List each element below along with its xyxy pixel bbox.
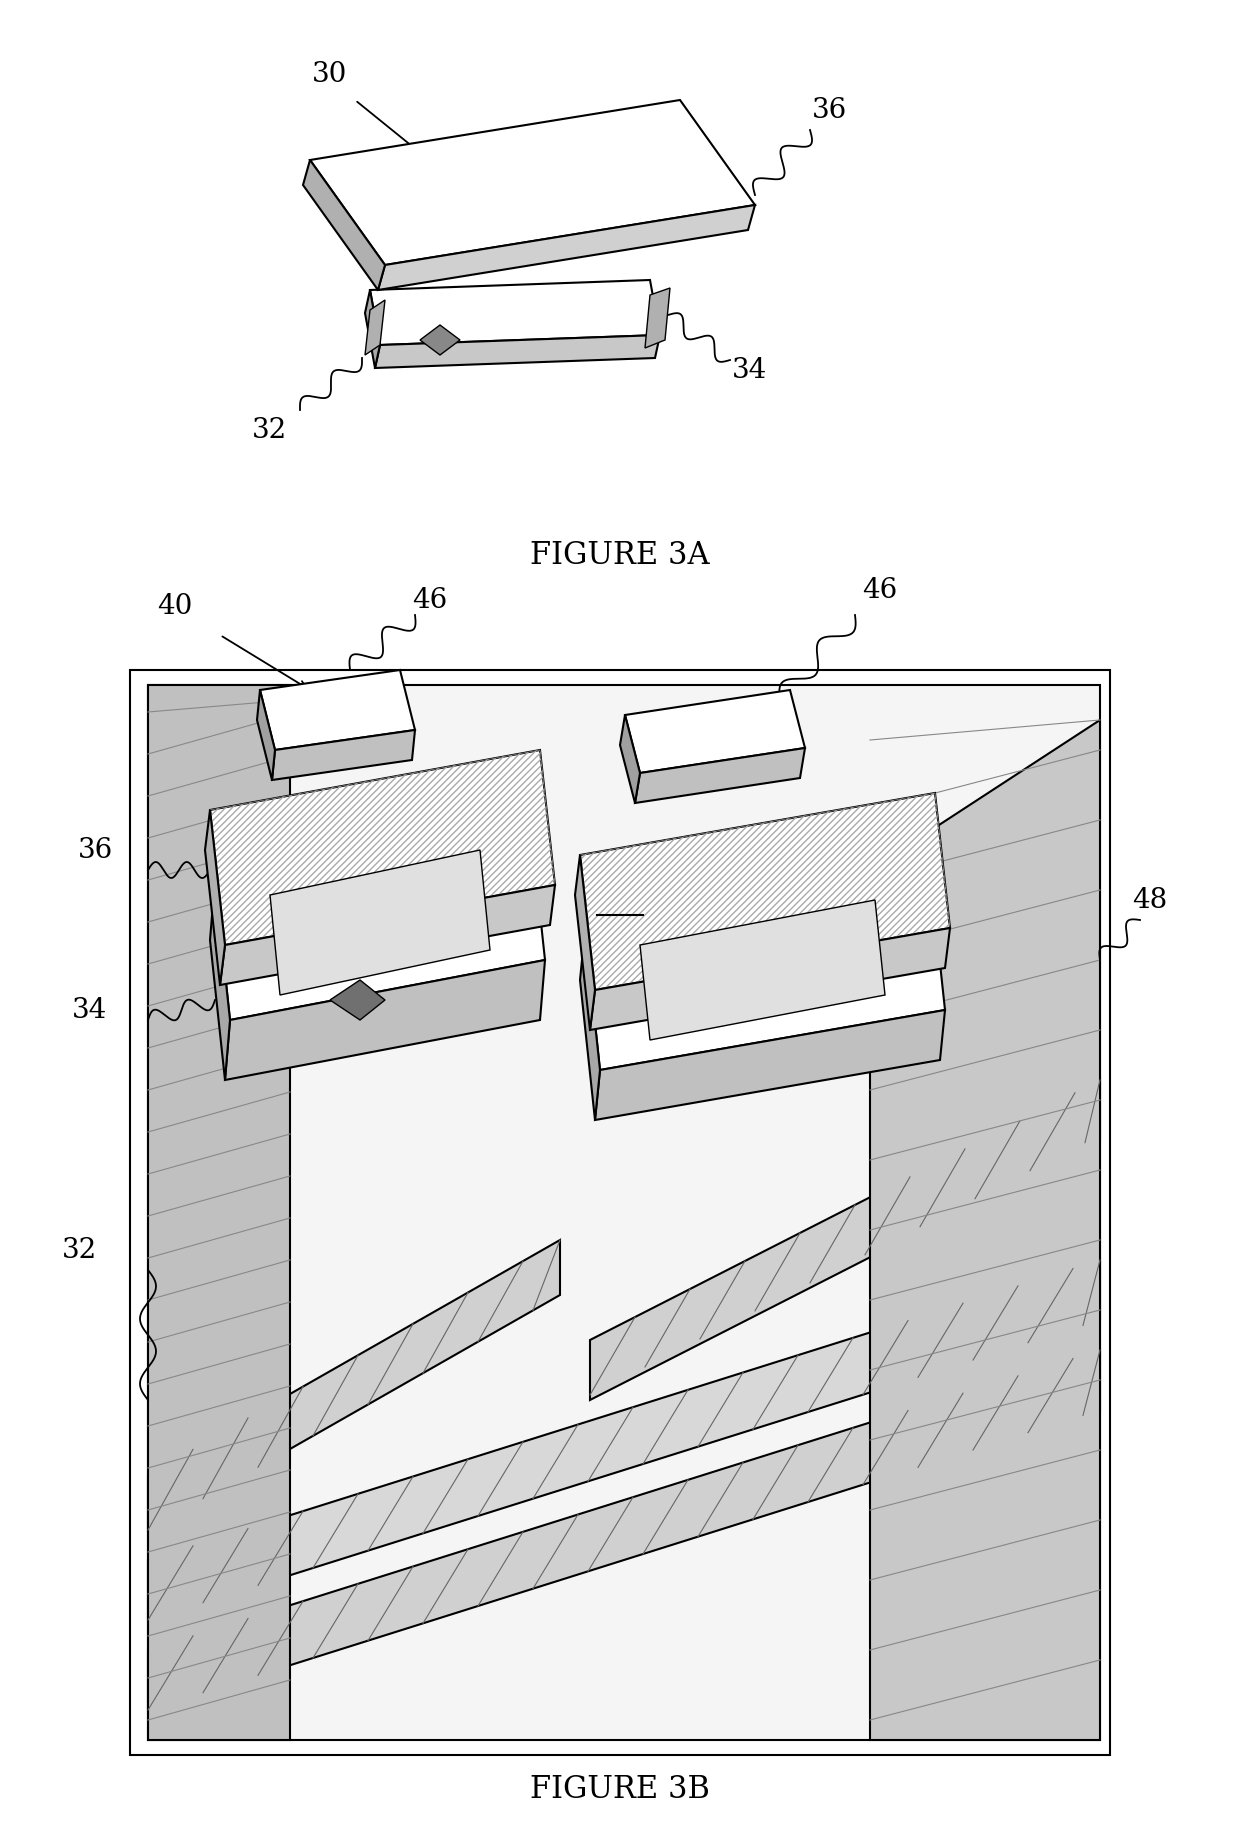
Polygon shape bbox=[210, 750, 556, 946]
Polygon shape bbox=[870, 721, 1100, 1739]
Text: 32: 32 bbox=[62, 1236, 98, 1264]
Polygon shape bbox=[148, 1350, 1100, 1710]
Polygon shape bbox=[645, 287, 670, 348]
Polygon shape bbox=[580, 929, 600, 1119]
Polygon shape bbox=[595, 1010, 945, 1119]
Polygon shape bbox=[219, 885, 556, 986]
Polygon shape bbox=[590, 1079, 1100, 1399]
Polygon shape bbox=[625, 690, 805, 774]
Polygon shape bbox=[590, 927, 950, 1030]
Text: 34: 34 bbox=[733, 357, 768, 384]
Polygon shape bbox=[148, 686, 1100, 1739]
Polygon shape bbox=[310, 101, 755, 265]
Text: 44: 44 bbox=[603, 887, 637, 913]
Polygon shape bbox=[365, 300, 384, 355]
Text: 36: 36 bbox=[77, 836, 113, 863]
Polygon shape bbox=[420, 326, 460, 355]
Polygon shape bbox=[257, 690, 275, 779]
Text: 46: 46 bbox=[862, 576, 898, 604]
Polygon shape bbox=[148, 1260, 1100, 1620]
Polygon shape bbox=[635, 748, 805, 803]
Polygon shape bbox=[620, 715, 640, 803]
Text: 30: 30 bbox=[312, 62, 347, 88]
Bar bbox=[130, 669, 1110, 1756]
Text: 46: 46 bbox=[413, 587, 448, 613]
Polygon shape bbox=[640, 900, 885, 1041]
Polygon shape bbox=[224, 960, 546, 1079]
Polygon shape bbox=[575, 854, 595, 1030]
Text: 40: 40 bbox=[157, 593, 192, 620]
Polygon shape bbox=[205, 810, 224, 986]
Polygon shape bbox=[370, 280, 660, 346]
Polygon shape bbox=[272, 730, 415, 779]
Text: FIGURE 3A: FIGURE 3A bbox=[531, 540, 709, 571]
Polygon shape bbox=[148, 686, 290, 1739]
Text: 32: 32 bbox=[253, 417, 288, 443]
Polygon shape bbox=[580, 794, 950, 989]
Polygon shape bbox=[210, 880, 229, 1079]
Polygon shape bbox=[585, 871, 945, 1070]
Polygon shape bbox=[148, 1240, 560, 1531]
Polygon shape bbox=[330, 980, 384, 1021]
Text: 34: 34 bbox=[72, 997, 108, 1024]
Text: 48: 48 bbox=[1132, 887, 1168, 913]
Polygon shape bbox=[378, 205, 755, 291]
Polygon shape bbox=[374, 335, 660, 368]
Polygon shape bbox=[215, 819, 546, 1021]
Text: FIGURE 3B: FIGURE 3B bbox=[529, 1774, 711, 1805]
Text: 36: 36 bbox=[812, 97, 848, 124]
Polygon shape bbox=[260, 669, 415, 750]
Polygon shape bbox=[270, 850, 490, 995]
Polygon shape bbox=[303, 159, 384, 291]
Polygon shape bbox=[365, 291, 379, 368]
